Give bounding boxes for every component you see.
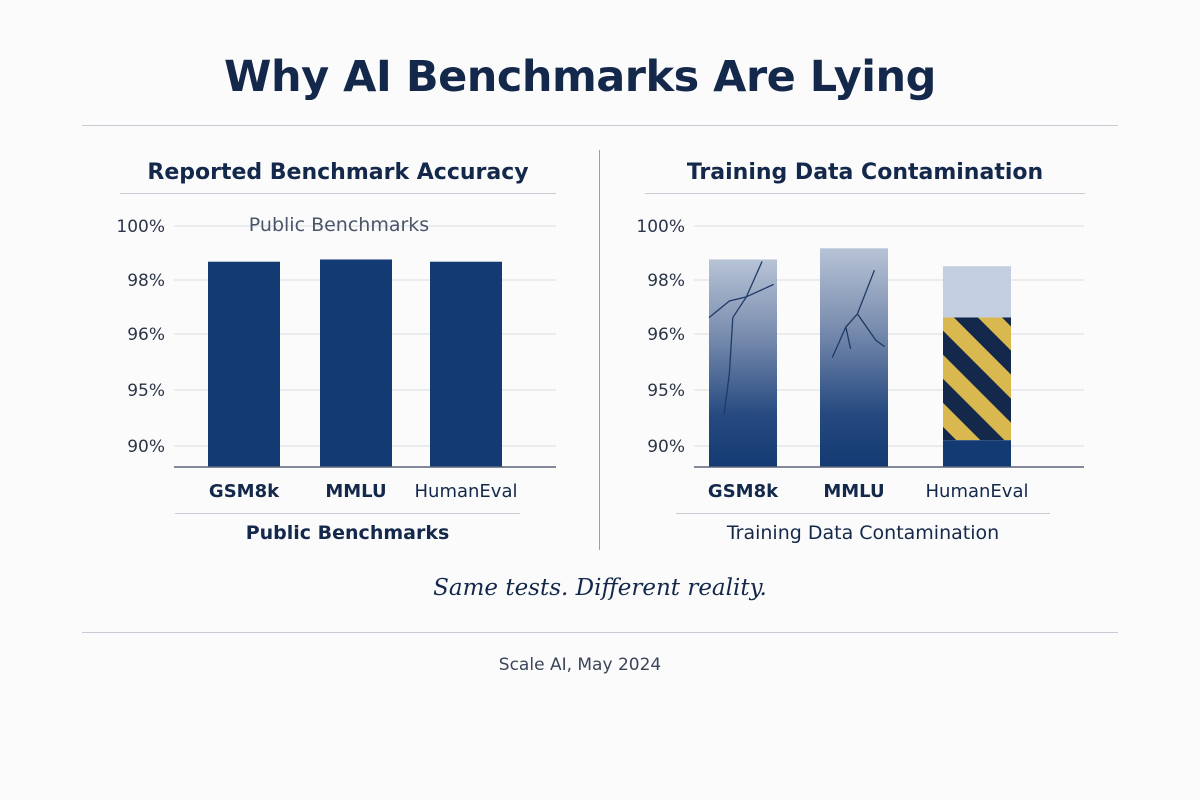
- crack-line: [746, 283, 774, 298]
- right-title-underline: [645, 193, 1085, 194]
- left-chart: 100% 98% 96% 95% 90% GSM8k MMLU HumanEval Publ…: [116, 214, 556, 500]
- left-title-underline: [120, 193, 556, 194]
- y-tick-label: 96%: [647, 325, 685, 345]
- crack-line: [723, 261, 763, 416]
- top-divider: [82, 125, 1118, 126]
- left-bottom-label: Public Benchmarks: [245, 522, 450, 544]
- panel-divider: [599, 150, 600, 550]
- crack-line: [856, 313, 885, 348]
- bar: [320, 259, 392, 467]
- y-tick-label: 90%: [647, 437, 685, 457]
- left-y-axis-ticks: 100% 98% 96% 95% 90%: [116, 217, 165, 457]
- bar-base-segment: [943, 440, 1011, 467]
- right-chart: 100% 98% 96% 95% 90% GSM8k MMLU HumanEval: [636, 217, 1084, 500]
- right-bars: [708, 248, 1011, 467]
- crack-line: [708, 296, 747, 319]
- left-annotation: Public Benchmarks: [249, 214, 429, 236]
- y-tick-label: 95%: [647, 381, 685, 401]
- y-tick-label: 100%: [116, 217, 165, 237]
- bar-humaneval: [943, 266, 1011, 467]
- right-bottom-label: Training Data Contamination: [726, 522, 1000, 544]
- right-chart-title: Training Data Contamination: [686, 160, 1044, 185]
- y-tick-label: 98%: [127, 271, 165, 291]
- y-tick-label: 95%: [127, 381, 165, 401]
- x-tick-label: GSM8k: [209, 481, 280, 500]
- y-tick-label: 100%: [636, 217, 685, 237]
- right-y-axis-ticks: 100% 98% 96% 95% 90%: [636, 217, 685, 457]
- bar-humaneval: [430, 261, 502, 467]
- bar: [430, 261, 502, 467]
- y-tick-label: 98%: [647, 271, 685, 291]
- left-bars: [208, 259, 502, 467]
- right-x-axis-ticks: GSM8k MMLU HumanEval: [708, 481, 1029, 500]
- bar-clean-segment: [943, 266, 1011, 318]
- bar-gsm8k: [208, 261, 280, 467]
- bar-mmlu: [820, 248, 888, 467]
- bar-mmlu: [320, 259, 392, 467]
- y-tick-label: 96%: [127, 325, 165, 345]
- left-chart-title: Reported Benchmark Accuracy: [147, 160, 529, 185]
- crack-line: [845, 326, 852, 350]
- x-tick-label: HumanEval: [415, 481, 518, 500]
- page-title: Why AI Benchmarks Are Lying: [224, 52, 936, 102]
- crack-line: [831, 269, 876, 358]
- left-x-axis-ticks: GSM8k MMLU HumanEval: [209, 481, 518, 500]
- right-bottom-divider: [676, 513, 1050, 514]
- bar-contaminated-segment: [943, 317, 1011, 441]
- tagline: Same tests. Different reality.: [433, 575, 767, 601]
- bar: [820, 248, 888, 467]
- x-tick-label: MMLU: [325, 481, 386, 500]
- bottom-divider: [82, 632, 1118, 633]
- source-note: Scale AI, May 2024: [498, 655, 662, 675]
- y-tick-label: 90%: [127, 437, 165, 457]
- bar-gsm8k: [708, 259, 777, 467]
- bar: [709, 259, 777, 467]
- x-tick-label: MMLU: [823, 481, 884, 500]
- left-bottom-divider: [175, 513, 520, 514]
- x-tick-label: GSM8k: [708, 481, 779, 500]
- x-tick-label: HumanEval: [926, 481, 1029, 500]
- bar: [208, 261, 280, 467]
